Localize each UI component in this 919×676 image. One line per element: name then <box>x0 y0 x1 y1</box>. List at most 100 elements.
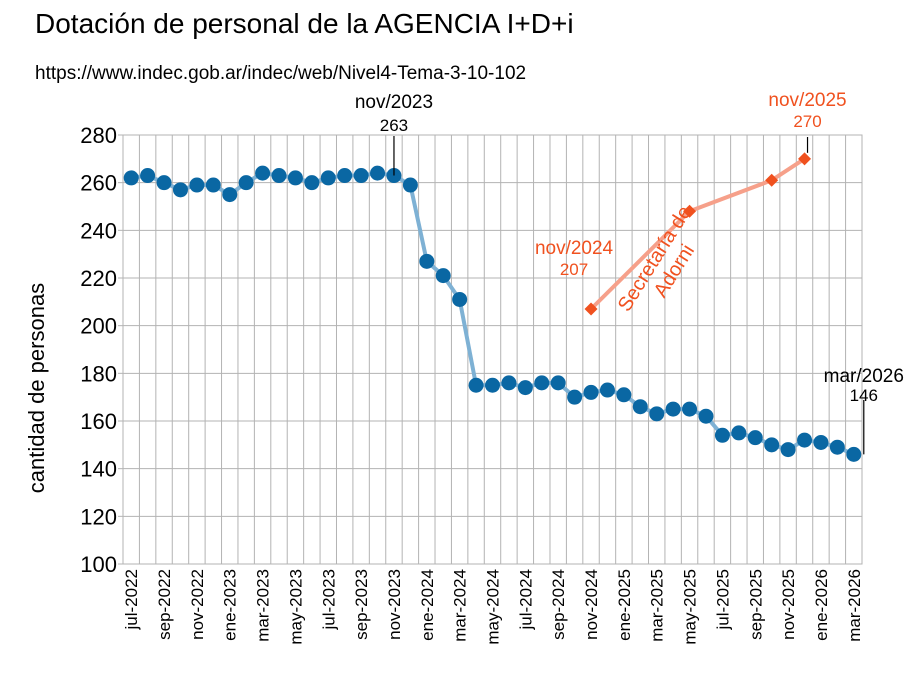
x-tick-label: may-2025 <box>681 569 700 645</box>
main-series-point <box>238 175 254 191</box>
x-tick-label: mar-2023 <box>254 569 273 642</box>
main-series-point <box>419 253 435 269</box>
x-tick-label: mar-2024 <box>451 569 470 642</box>
annotation-value: 146 <box>850 386 878 405</box>
annotation-value: 263 <box>380 116 408 135</box>
x-tick-label: nov-2022 <box>188 569 207 640</box>
main-series-point <box>435 268 451 284</box>
main-series-point <box>764 437 780 453</box>
x-tick-label: nov-2025 <box>779 569 798 640</box>
axes <box>118 134 863 565</box>
annotation-value: 207 <box>560 260 588 279</box>
main-series-point <box>140 168 156 184</box>
main-series-point <box>780 442 796 458</box>
y-tick-label: 260 <box>80 171 117 196</box>
main-series-line <box>130 171 855 457</box>
annotation-label: nov/2024 <box>535 238 614 259</box>
x-tick-label: ene-2025 <box>615 569 634 641</box>
plot-frame <box>122 134 863 565</box>
main-series-point <box>123 170 139 186</box>
main-series-point <box>534 375 550 391</box>
main-series-point <box>665 401 681 417</box>
main-series-point <box>632 399 648 415</box>
main-series-point <box>205 177 221 193</box>
main-series-point <box>304 175 320 191</box>
main-series-point <box>320 170 336 186</box>
x-tick-label: jul-2022 <box>122 569 141 631</box>
main-series-point <box>567 389 583 405</box>
main-series-point <box>731 425 747 441</box>
main-series-point <box>255 165 271 181</box>
main-series-point <box>337 168 353 184</box>
main-series-point <box>747 430 763 446</box>
y-axis-label: cantidad de personas <box>24 283 49 493</box>
x-tick-label: jul-2023 <box>319 569 338 631</box>
y-tick-label: 240 <box>80 218 117 243</box>
adorni-series-point <box>584 302 598 316</box>
main-series-point <box>846 446 862 462</box>
adorni-series-point <box>798 152 812 166</box>
main-series-point <box>813 434 829 450</box>
x-tick-label: may-2024 <box>484 569 503 645</box>
x-tick-label: may-2023 <box>286 569 305 645</box>
y-tick-label: 140 <box>80 457 117 482</box>
annotation-label: nov/2025 <box>768 90 846 111</box>
x-tick-label: jul-2025 <box>713 569 732 631</box>
x-tick-label: ene-2026 <box>812 569 831 641</box>
main-series-point <box>698 408 714 424</box>
x-tick-label: nov-2024 <box>582 569 601 640</box>
y-tick-label: 200 <box>80 314 117 339</box>
x-tick-labels: jul-2022 sep-2022 nov-2022 ene-2023 mar-2023… <box>122 569 864 645</box>
main-series-point <box>583 384 599 400</box>
main-series-point <box>172 182 188 198</box>
x-tick-label: nov-2023 <box>385 569 404 640</box>
x-tick-label: mar-2025 <box>648 569 667 642</box>
y-tick-label: 160 <box>80 409 117 434</box>
x-tick-label: ene-2024 <box>418 569 437 641</box>
chart-title: Dotación de personal de la AGENCIA I+D+i <box>35 8 574 39</box>
main-series-point <box>829 439 845 455</box>
main-series-point <box>402 177 418 193</box>
main-series-point <box>271 168 287 184</box>
y-tick-label: 120 <box>80 504 117 529</box>
adorni-series-line <box>589 157 806 311</box>
y-tick-label: 220 <box>80 266 117 291</box>
annotation-value: 270 <box>793 112 821 131</box>
annotation-label: nov/2023 <box>355 92 433 113</box>
y-tick-labels: 100 120 140 160 180 200 220 240 260 280 <box>80 123 117 577</box>
main-series-point <box>370 165 386 181</box>
x-tick-label: ene-2023 <box>221 569 240 641</box>
main-series-point <box>517 380 533 396</box>
annotation-label: mar/2026 <box>824 366 904 387</box>
adorni-series-point <box>683 204 697 218</box>
x-tick-label: sep-2022 <box>155 569 174 640</box>
main-series-point <box>468 377 484 393</box>
main-series-point <box>156 175 172 191</box>
main-series-point <box>599 382 615 398</box>
x-tick-label: mar-2026 <box>845 569 864 642</box>
y-tick-label: 100 <box>80 552 117 577</box>
x-tick-label: sep-2024 <box>549 569 568 640</box>
main-series-point <box>714 427 730 443</box>
x-tick-label: sep-2023 <box>352 569 371 640</box>
x-tick-label: jul-2024 <box>516 569 535 631</box>
main-series-point <box>797 432 813 448</box>
main-series-point <box>189 177 205 193</box>
chart-subtitle: https://www.indec.gob.ar/indec/web/Nivel… <box>35 63 527 84</box>
main-series-point <box>501 375 517 391</box>
main-series-point <box>222 187 238 203</box>
main-series-point <box>550 375 566 391</box>
series: Secretaría deAdorni <box>123 152 862 462</box>
main-series-point <box>616 387 632 403</box>
main-series-point <box>287 170 303 186</box>
main-series-point <box>682 401 698 417</box>
main-series-point <box>485 377 500 393</box>
main-series-point <box>452 291 468 307</box>
x-tick-label: sep-2025 <box>746 569 765 640</box>
main-series-point <box>649 406 665 422</box>
main-series-point <box>353 168 369 184</box>
y-tick-label: 180 <box>80 361 117 386</box>
adorni-series-point <box>765 173 779 187</box>
